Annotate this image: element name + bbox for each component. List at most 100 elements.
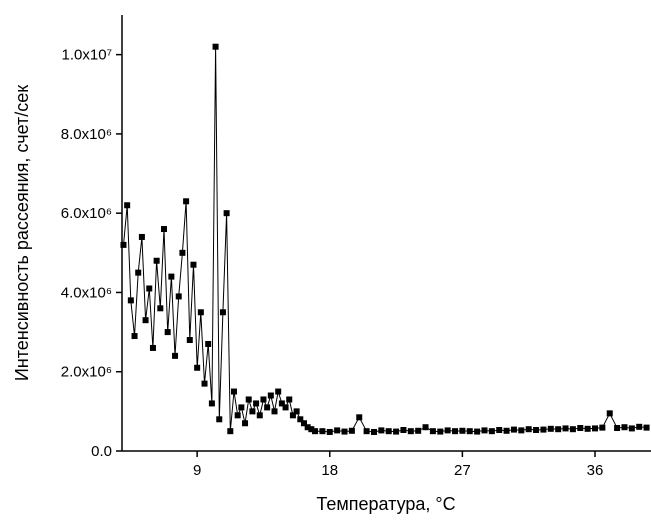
data-point xyxy=(555,426,562,433)
data-point xyxy=(533,426,540,433)
data-point xyxy=(481,427,488,434)
data-point xyxy=(131,333,138,340)
data-point xyxy=(245,396,252,403)
data-point xyxy=(212,43,219,50)
data-point xyxy=(547,425,554,432)
data-point xyxy=(518,427,525,434)
data-point xyxy=(190,261,197,268)
data-point xyxy=(466,428,473,435)
data-point xyxy=(488,428,495,435)
data-point xyxy=(293,408,300,415)
data-point xyxy=(175,293,182,300)
data-point xyxy=(275,388,282,395)
data-point xyxy=(153,257,160,264)
data-point xyxy=(393,428,400,435)
data-point xyxy=(606,410,613,417)
data-point xyxy=(238,404,245,411)
data-point xyxy=(643,424,650,431)
data-point xyxy=(216,416,223,423)
data-point xyxy=(201,380,208,387)
data-point xyxy=(599,424,606,431)
data-point xyxy=(205,340,212,347)
data-point xyxy=(157,305,164,312)
data-point xyxy=(256,412,263,419)
data-point xyxy=(452,428,459,435)
x-axis-label: Температура, °C xyxy=(316,494,455,514)
data-point xyxy=(540,426,547,433)
data-point xyxy=(234,412,241,419)
data-point xyxy=(124,202,131,209)
data-point xyxy=(429,428,436,435)
data-point xyxy=(219,309,226,316)
data-point xyxy=(183,198,190,205)
data-point xyxy=(304,424,311,431)
y-tick-label: 4.0x10⁶ xyxy=(61,284,112,301)
data-point xyxy=(300,420,307,427)
data-point xyxy=(168,273,175,280)
data-point xyxy=(278,400,285,407)
x-tick-label: 36 xyxy=(587,462,604,479)
y-tick-label: 0.0 xyxy=(91,443,112,460)
y-axis-label: Интенсивность рассеяния, счет/сек xyxy=(12,85,32,381)
data-point xyxy=(569,426,576,433)
data-point xyxy=(437,428,444,435)
data-point xyxy=(363,428,370,435)
data-point xyxy=(223,210,230,217)
data-point xyxy=(312,428,319,435)
data-point xyxy=(510,426,517,433)
data-point xyxy=(326,428,333,435)
data-point xyxy=(179,249,186,256)
data-point xyxy=(334,427,341,434)
data-point xyxy=(628,425,635,432)
data-point xyxy=(356,414,363,421)
data-point xyxy=(577,425,584,432)
data-point xyxy=(138,233,145,240)
data-point xyxy=(230,388,237,395)
data-point xyxy=(562,425,569,432)
data-point xyxy=(127,297,134,304)
data-point xyxy=(197,309,204,316)
data-point xyxy=(297,416,304,423)
data-point xyxy=(400,426,407,433)
data-point xyxy=(592,425,599,432)
y-tick-label: 2.0x10⁶ xyxy=(61,364,112,381)
data-point xyxy=(525,426,532,433)
data-point xyxy=(286,396,293,403)
data-point xyxy=(194,364,201,371)
data-point xyxy=(120,241,127,248)
data-point xyxy=(584,425,591,432)
data-point xyxy=(341,428,348,435)
data-point xyxy=(164,329,171,336)
data-point xyxy=(160,226,167,233)
data-point xyxy=(415,427,422,434)
data-point xyxy=(282,404,289,411)
data-point xyxy=(208,400,215,407)
data-point xyxy=(444,427,451,434)
data-point xyxy=(319,428,326,435)
data-point xyxy=(308,426,315,433)
data-point xyxy=(146,285,153,292)
data-point xyxy=(422,424,429,431)
y-tick-label: 8.0x10⁶ xyxy=(61,126,112,143)
data-point xyxy=(503,427,510,434)
data-point xyxy=(135,269,142,276)
y-tick-label: 1.0x10⁷ xyxy=(62,47,112,64)
data-point xyxy=(249,408,256,415)
data-point xyxy=(227,428,234,435)
data-point xyxy=(172,352,179,359)
data-point xyxy=(149,344,156,351)
x-tick-label: 27 xyxy=(454,462,471,479)
data-point xyxy=(264,404,271,411)
data-point xyxy=(385,428,392,435)
data-point xyxy=(142,317,149,324)
data-point xyxy=(370,428,377,435)
data-point xyxy=(407,428,414,435)
x-tick-label: 18 xyxy=(321,462,338,479)
y-tick-label: 6.0x10⁶ xyxy=(61,205,112,222)
data-point xyxy=(186,337,193,344)
data-point xyxy=(496,426,503,433)
data-point xyxy=(271,408,278,415)
x-tick-label: 9 xyxy=(193,462,201,479)
data-point xyxy=(242,420,249,427)
